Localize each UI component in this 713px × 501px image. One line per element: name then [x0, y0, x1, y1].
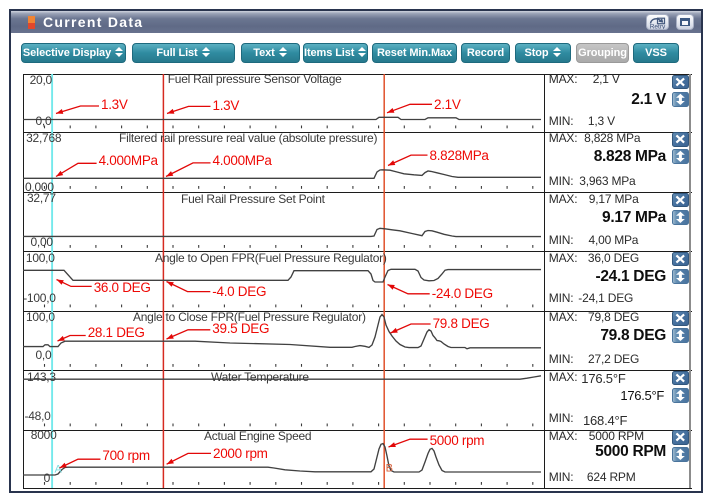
svg-text:Retry: Retry — [650, 24, 666, 30]
svg-text:A: A — [55, 464, 63, 476]
svg-text:B: B — [386, 463, 393, 475]
